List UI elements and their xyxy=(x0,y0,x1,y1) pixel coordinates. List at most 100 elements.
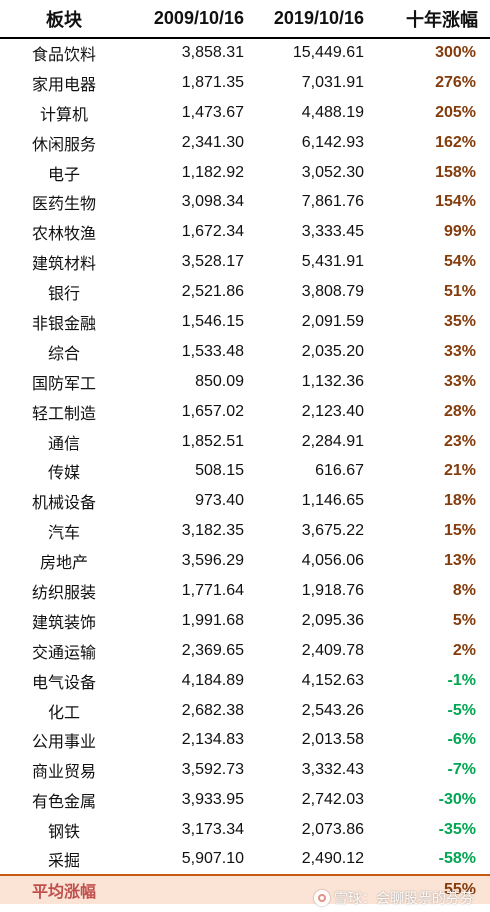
value-2009-cell: 1,871.35 xyxy=(181,73,244,91)
value-2009-cell: 3,173.34 xyxy=(181,821,244,839)
value-2009-cell: 2,682.38 xyxy=(181,701,244,719)
value-2009-cell: 3,858.31 xyxy=(181,44,244,62)
header-date-2009: 2009/10/16 xyxy=(128,0,250,39)
value-2019-cell: 2,490.12 xyxy=(301,850,364,868)
value-2009-cell: 5,907.10 xyxy=(181,850,244,868)
change-cell: -5% xyxy=(447,701,476,719)
value-2019-cell: 2,409.78 xyxy=(301,641,364,659)
table-row: 国防军工 850.09 1,132.36 33% xyxy=(0,367,490,397)
change-cell: 276% xyxy=(435,73,476,91)
table-row: 轻工制造 1,657.02 2,123.40 28% xyxy=(0,397,490,427)
value-2009-cell: 508.15 xyxy=(195,462,244,480)
table-row: 银行 2,521.86 3,808.79 51% xyxy=(0,277,490,307)
change-cell: 2% xyxy=(452,641,476,659)
table-row: 化工 2,682.38 2,543.26 -5% xyxy=(0,696,490,726)
table-row: 商业贸易 3,592.73 3,332.43 -7% xyxy=(0,755,490,785)
change-cell: 13% xyxy=(443,552,476,570)
value-2009-cell: 3,592.73 xyxy=(181,761,244,779)
value-2009-cell: 1,852.51 xyxy=(181,432,244,450)
sector-cell: 汽车 xyxy=(47,525,80,543)
value-2009-cell: 973.40 xyxy=(195,492,244,510)
table-row: 非银金融 1,546.15 2,091.59 35% xyxy=(0,307,490,337)
value-2019-cell: 616.67 xyxy=(315,462,364,480)
value-2019-cell: 3,808.79 xyxy=(301,283,364,301)
sector-cell: 传媒 xyxy=(47,465,80,483)
change-cell: -30% xyxy=(438,791,476,809)
table-row: 机械设备 973.40 1,146.65 18% xyxy=(0,486,490,516)
change-cell: 5% xyxy=(452,611,476,629)
sector-cell: 商业贸易 xyxy=(31,764,96,782)
value-2019-cell: 2,284.91 xyxy=(301,432,364,450)
sector-cell: 农林牧渔 xyxy=(31,226,96,244)
value-2019-cell: 2,123.40 xyxy=(301,402,364,420)
change-cell: 54% xyxy=(443,253,476,271)
average-label: 平均涨幅 xyxy=(0,873,128,904)
table-row: 建筑装饰 1,991.68 2,095.36 5% xyxy=(0,606,490,636)
sector-cell: 钢铁 xyxy=(47,824,80,842)
change-cell: 35% xyxy=(443,312,476,330)
table-row: 建筑材料 3,528.17 5,431.91 54% xyxy=(0,247,490,277)
value-2019-cell: 5,431.91 xyxy=(301,253,364,271)
change-cell: -1% xyxy=(447,671,476,689)
value-2009-cell: 1,546.15 xyxy=(181,312,244,330)
table-row: 电子 1,182.92 3,052.30 158% xyxy=(0,158,490,188)
sector-cell: 电子 xyxy=(47,166,80,184)
table-row: 传媒 508.15 616.67 21% xyxy=(0,456,490,486)
table-row: 钢铁 3,173.34 2,073.86 -35% xyxy=(0,815,490,845)
change-cell: 33% xyxy=(443,342,476,360)
value-2009-cell: 1,657.02 xyxy=(181,402,244,420)
value-2019-cell: 4,056.06 xyxy=(301,552,364,570)
change-cell: 15% xyxy=(443,522,476,540)
value-2009-cell: 1,533.48 xyxy=(181,342,244,360)
value-2019-cell: 2,091.59 xyxy=(301,312,364,330)
table-row: 食品饮料 3,858.31 15,449.61 300% xyxy=(0,38,490,68)
value-2009-cell: 2,521.86 xyxy=(181,283,244,301)
value-2009-cell: 3,933.95 xyxy=(181,791,244,809)
average-row: 平均涨幅 55% xyxy=(0,873,490,904)
value-2009-cell: 3,098.34 xyxy=(181,193,244,211)
sector-cell: 公用事业 xyxy=(31,734,96,752)
header-sector: 板块 xyxy=(0,0,128,39)
sector-cell: 纺织服装 xyxy=(31,584,96,602)
change-cell: 23% xyxy=(443,432,476,450)
table-row: 计算机 1,473.67 4,488.19 205% xyxy=(0,98,490,128)
header-ten-year-change: 十年涨幅 xyxy=(372,0,490,39)
value-2009-cell: 2,134.83 xyxy=(181,731,244,749)
sector-cell: 医药生物 xyxy=(31,196,96,214)
value-2019-cell: 2,035.20 xyxy=(301,342,364,360)
value-2009-cell: 2,369.65 xyxy=(181,641,244,659)
average-value: 55% xyxy=(372,873,490,904)
value-2019-cell: 3,332.43 xyxy=(301,761,364,779)
sector-cell: 化工 xyxy=(47,704,80,722)
change-cell: 99% xyxy=(443,223,476,241)
table-row: 有色金属 3,933.95 2,742.03 -30% xyxy=(0,785,490,815)
header-row: 板块 2009/10/16 2019/10/16 十年涨幅 xyxy=(0,0,490,39)
sector-cell: 休闲服务 xyxy=(31,136,96,154)
value-2019-cell: 1,132.36 xyxy=(301,372,364,390)
sector-cell: 交通运输 xyxy=(31,644,96,662)
value-2019-cell: 2,095.36 xyxy=(301,611,364,629)
change-cell: 18% xyxy=(443,492,476,510)
value-2009-cell: 1,771.64 xyxy=(181,581,244,599)
value-2009-cell: 4,184.89 xyxy=(181,671,244,689)
sector-cell: 建筑材料 xyxy=(31,256,96,274)
sector-cell: 通信 xyxy=(47,435,80,453)
value-2019-cell: 6,142.93 xyxy=(301,133,364,151)
value-2019-cell: 3,052.30 xyxy=(301,163,364,181)
table-body: 食品饮料 3,858.31 15,449.61 300% 家用电器 1,871.35 7,0… xyxy=(0,38,490,875)
value-2019-cell: 1,918.76 xyxy=(301,581,364,599)
table-row: 综合 1,533.48 2,035.20 33% xyxy=(0,337,490,367)
value-2009-cell: 1,991.68 xyxy=(181,611,244,629)
change-cell: 28% xyxy=(443,402,476,420)
sector-cell: 国防军工 xyxy=(31,375,96,393)
change-cell: 205% xyxy=(435,103,476,121)
change-cell: 33% xyxy=(443,372,476,390)
change-cell: 51% xyxy=(443,283,476,301)
table-row: 公用事业 2,134.83 2,013.58 -6% xyxy=(0,725,490,755)
table-row: 医药生物 3,098.34 7,861.76 154% xyxy=(0,187,490,217)
sector-cell: 非银金融 xyxy=(31,315,96,333)
value-2019-cell: 2,073.86 xyxy=(301,821,364,839)
table-row: 通信 1,852.51 2,284.91 23% xyxy=(0,427,490,457)
header-date-2019: 2019/10/16 xyxy=(250,0,372,39)
